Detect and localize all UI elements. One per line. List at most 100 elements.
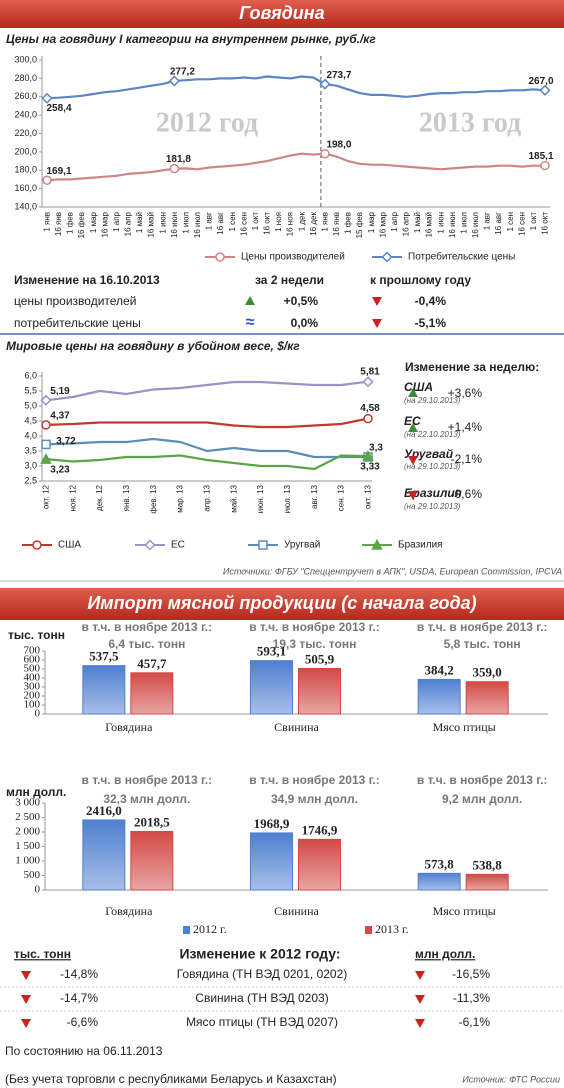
x-tick-label: 1 июл — [181, 212, 190, 234]
x-tick-label: Мясо птицы — [433, 720, 496, 734]
x-tick-label: 1 авг — [205, 212, 214, 230]
marker — [169, 163, 180, 174]
value-label: 277,2 — [170, 67, 195, 78]
y-tick-label: 140,0 — [14, 201, 37, 211]
marker — [540, 160, 550, 171]
y-tick-label: 300 — [24, 681, 41, 693]
x-tick-label: июл. 13 — [283, 484, 292, 513]
marker — [381, 251, 393, 263]
marker — [319, 78, 331, 90]
y-tick-label: 400 — [24, 672, 41, 684]
header-banner — [0, 0, 564, 28]
weekly-name: ЕС — [404, 414, 421, 428]
legend-label: Потребительские цены — [408, 251, 515, 263]
y-tick-label: 160,0 — [14, 183, 37, 193]
y-tick-label: 1 500 — [15, 840, 40, 852]
x-tick-label: 1 окт — [251, 212, 260, 231]
row-label: потребительские цены — [14, 316, 141, 330]
x-tick-label: Говядина — [105, 904, 153, 918]
value-label: 538,8 — [473, 857, 503, 872]
footer-date: По состоянию на 06.11.2013 — [5, 1044, 163, 1058]
x-tick-label: окт. 12 — [42, 484, 51, 509]
x-tick-label: 16 апр — [124, 211, 133, 236]
legend-swatch — [183, 926, 190, 934]
y-tick-label: 180,0 — [14, 165, 37, 175]
annotation: в т.ч. в ноябре 2013 г.: — [249, 620, 380, 634]
x-tick-label: Свинина — [274, 720, 319, 734]
annotation: 2012 год — [156, 107, 258, 138]
header-title: Говядина — [239, 3, 324, 23]
bar — [250, 832, 293, 891]
x-tick-label: 1 авг — [483, 212, 492, 230]
weekly-value: -2,1% — [451, 452, 483, 466]
x-tick-label: 16 мар — [100, 211, 109, 237]
table-value: -14,7% — [60, 991, 98, 1005]
value-label: 573,8 — [425, 856, 455, 871]
x-tick-label: 16 янв — [54, 212, 63, 236]
y-tick-label: 5,5 — [24, 385, 37, 395]
x-tick-label: мар. 13 — [176, 484, 185, 512]
legend-label: США — [58, 540, 81, 551]
up-arrow — [408, 388, 418, 397]
table-unit: тыс. тонн — [14, 947, 71, 961]
y-tick-label: 240,0 — [14, 110, 37, 120]
x-tick-label: 1 июн — [436, 212, 445, 234]
flat-symbol: ≈ — [246, 314, 255, 331]
value-label: 3,23 — [50, 465, 70, 476]
value-label: 5,19 — [50, 386, 70, 397]
annotation: 9,2 млн долл. — [442, 792, 522, 806]
down-arrow — [372, 297, 382, 306]
up-arrow — [245, 296, 255, 305]
value-label: 185,1 — [528, 151, 553, 162]
annotation: 5,8 тыс. тонн — [444, 637, 521, 651]
y-tick-label: 200,0 — [14, 146, 37, 156]
x-tick-label: янв. 13 — [122, 484, 131, 511]
x-tick-label: 16 фев — [77, 212, 86, 238]
import-title: Импорт мясной продукции (с начала года) — [87, 593, 476, 613]
series-line — [45, 437, 368, 459]
value-label: 1746,9 — [302, 822, 338, 837]
x-tick-label: 16 май — [147, 212, 156, 238]
y-tick-label: 6,0 — [24, 370, 37, 380]
y-tick-label: 200 — [24, 690, 41, 702]
x-tick-label: 1 июл — [459, 212, 468, 234]
chart-title: Цены на говядину I категории на внутренн… — [6, 32, 376, 46]
bar — [250, 660, 293, 715]
bar — [298, 838, 341, 891]
bar — [465, 681, 509, 715]
value-label: 1968,9 — [254, 816, 290, 831]
value-label: 2018,5 — [134, 814, 170, 829]
x-tick-label: 16 июл — [193, 212, 202, 238]
marker — [40, 394, 52, 406]
marker — [41, 439, 51, 450]
y-tick-label: 4,5 — [24, 415, 37, 425]
marker — [168, 75, 180, 87]
annotation: в т.ч. в ноябре 2013 г.: — [417, 773, 548, 787]
value-label: 4,58 — [360, 403, 380, 414]
bar — [130, 830, 174, 891]
y-tick-label: 500 — [24, 663, 41, 675]
change-title: Изменение на 16.10.2013 — [14, 273, 160, 287]
value-label: 3,33 — [360, 462, 380, 473]
marker — [362, 449, 374, 461]
x-tick-label: 1 мар — [89, 211, 98, 233]
weekly-name: Бразилия — [404, 486, 462, 500]
legend-label: 2013 г. — [375, 922, 409, 936]
x-tick-label: 1 июн — [158, 212, 167, 234]
value-label: 593,1 — [257, 644, 286, 659]
x-tick-label: 1 май — [413, 212, 422, 233]
weekly-date: (на 29.10.2013) — [404, 396, 461, 405]
table-label: Свинина (ТН ВЭД 0203) — [195, 991, 328, 1005]
x-tick-label: Мясо птицы — [433, 904, 496, 918]
weekly-date: (на 29.10.2013) — [404, 462, 461, 471]
y-tick-label: 2 000 — [15, 826, 40, 838]
bar — [417, 872, 461, 891]
marker — [41, 420, 51, 430]
value-label: 2416,0 — [86, 803, 122, 818]
up-arrow — [408, 423, 418, 432]
weekly-name: США — [404, 380, 433, 394]
footer-note: (Без учета торговли с республиками Белар… — [5, 1072, 337, 1086]
marker — [371, 538, 383, 550]
x-tick-label: 1 янв — [43, 212, 52, 232]
